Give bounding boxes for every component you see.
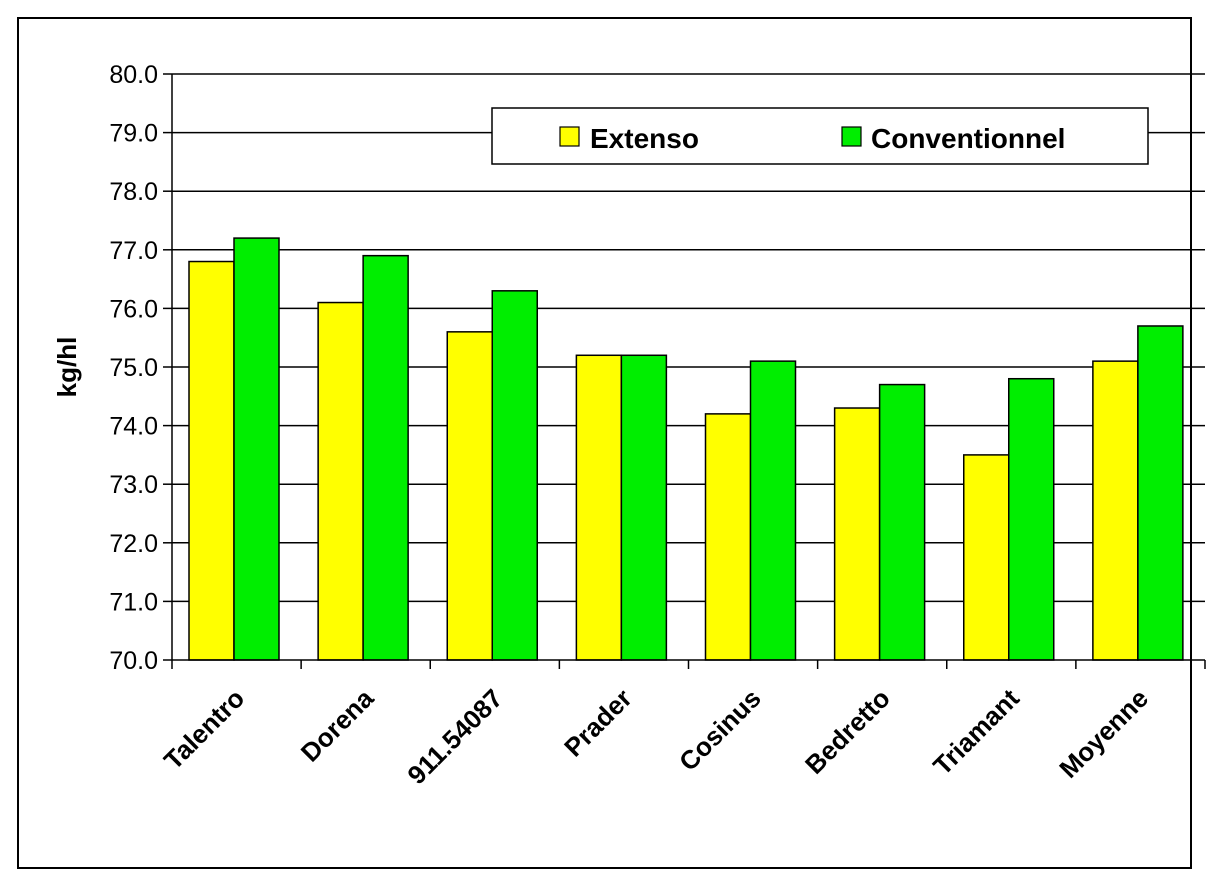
y-axis-label: kg/hl (52, 337, 82, 398)
y-tick-label: 76.0 (109, 295, 158, 323)
y-tick-label: 70.0 (109, 647, 158, 675)
bar-conventionnel-cosinus (749, 360, 797, 661)
bar-extenso-911-54087 (446, 331, 493, 661)
x-tick-labels: Talentro Dorena 911.54087 Prader Cosinus Bedr… (158, 683, 1154, 790)
legend-swatch-extenso (559, 126, 580, 147)
x-tick-label: 911.54087 (401, 683, 508, 790)
y-tick-label: 71.0 (109, 588, 158, 616)
bar-conventionnel-triamant (1008, 377, 1055, 661)
bar-conventionnel-bedretto (878, 383, 926, 661)
y-tick-label: 75.0 (109, 354, 158, 382)
bar-extenso-cosinus (704, 413, 752, 661)
y-tick-label: 80.0 (109, 61, 158, 89)
bar-extenso-moyenne (1092, 360, 1139, 661)
x-tick-label: Dorena (295, 683, 380, 768)
y-tick-label: 79.0 (109, 120, 158, 148)
bar-extenso-triamant (963, 454, 1010, 661)
y-tick-label: 78.0 (109, 178, 158, 206)
y-tick-label: 72.0 (109, 530, 158, 558)
bar-extenso-talentro (188, 260, 235, 661)
x-tick-label: Talentro (158, 683, 250, 775)
bar-conventionnel-talentro (233, 237, 280, 661)
y-tick-label: 74.0 (109, 413, 158, 441)
legend: Extenso Conventionnel (491, 107, 1149, 165)
bar-conventionnel-dorena (362, 254, 409, 661)
x-tick-label: Triamant (927, 683, 1025, 781)
legend-swatch-conventionnel (841, 126, 862, 147)
bar-extenso-dorena (317, 301, 364, 661)
axes (163, 73, 1206, 669)
bar-conventionnel-prader (620, 354, 668, 661)
bar-extenso-bedretto (833, 407, 881, 661)
legend-box (491, 107, 1149, 165)
x-tick-label: Moyenne (1053, 683, 1154, 784)
legend-label-extenso: Extenso (590, 123, 699, 154)
bar-extenso-prader (575, 354, 623, 661)
y-tick-label: 73.0 (109, 471, 158, 499)
y-tick-label: 77.0 (109, 237, 158, 265)
x-tick-label: Prader (558, 683, 637, 762)
bar-conventionnel-911-54087 (491, 290, 538, 661)
x-tick-label: Bedretto (799, 683, 896, 780)
x-tick-label: Cosinus (673, 683, 767, 777)
y-tick-labels: 70.0 71.0 72.0 73.0 74.0 75.0 76.0 77.0 78.0 79.0… (109, 61, 158, 675)
legend-label-conventionnel: Conventionnel (871, 123, 1065, 154)
bars (188, 237, 1184, 661)
bar-conventionnel-moyenne (1137, 325, 1184, 661)
